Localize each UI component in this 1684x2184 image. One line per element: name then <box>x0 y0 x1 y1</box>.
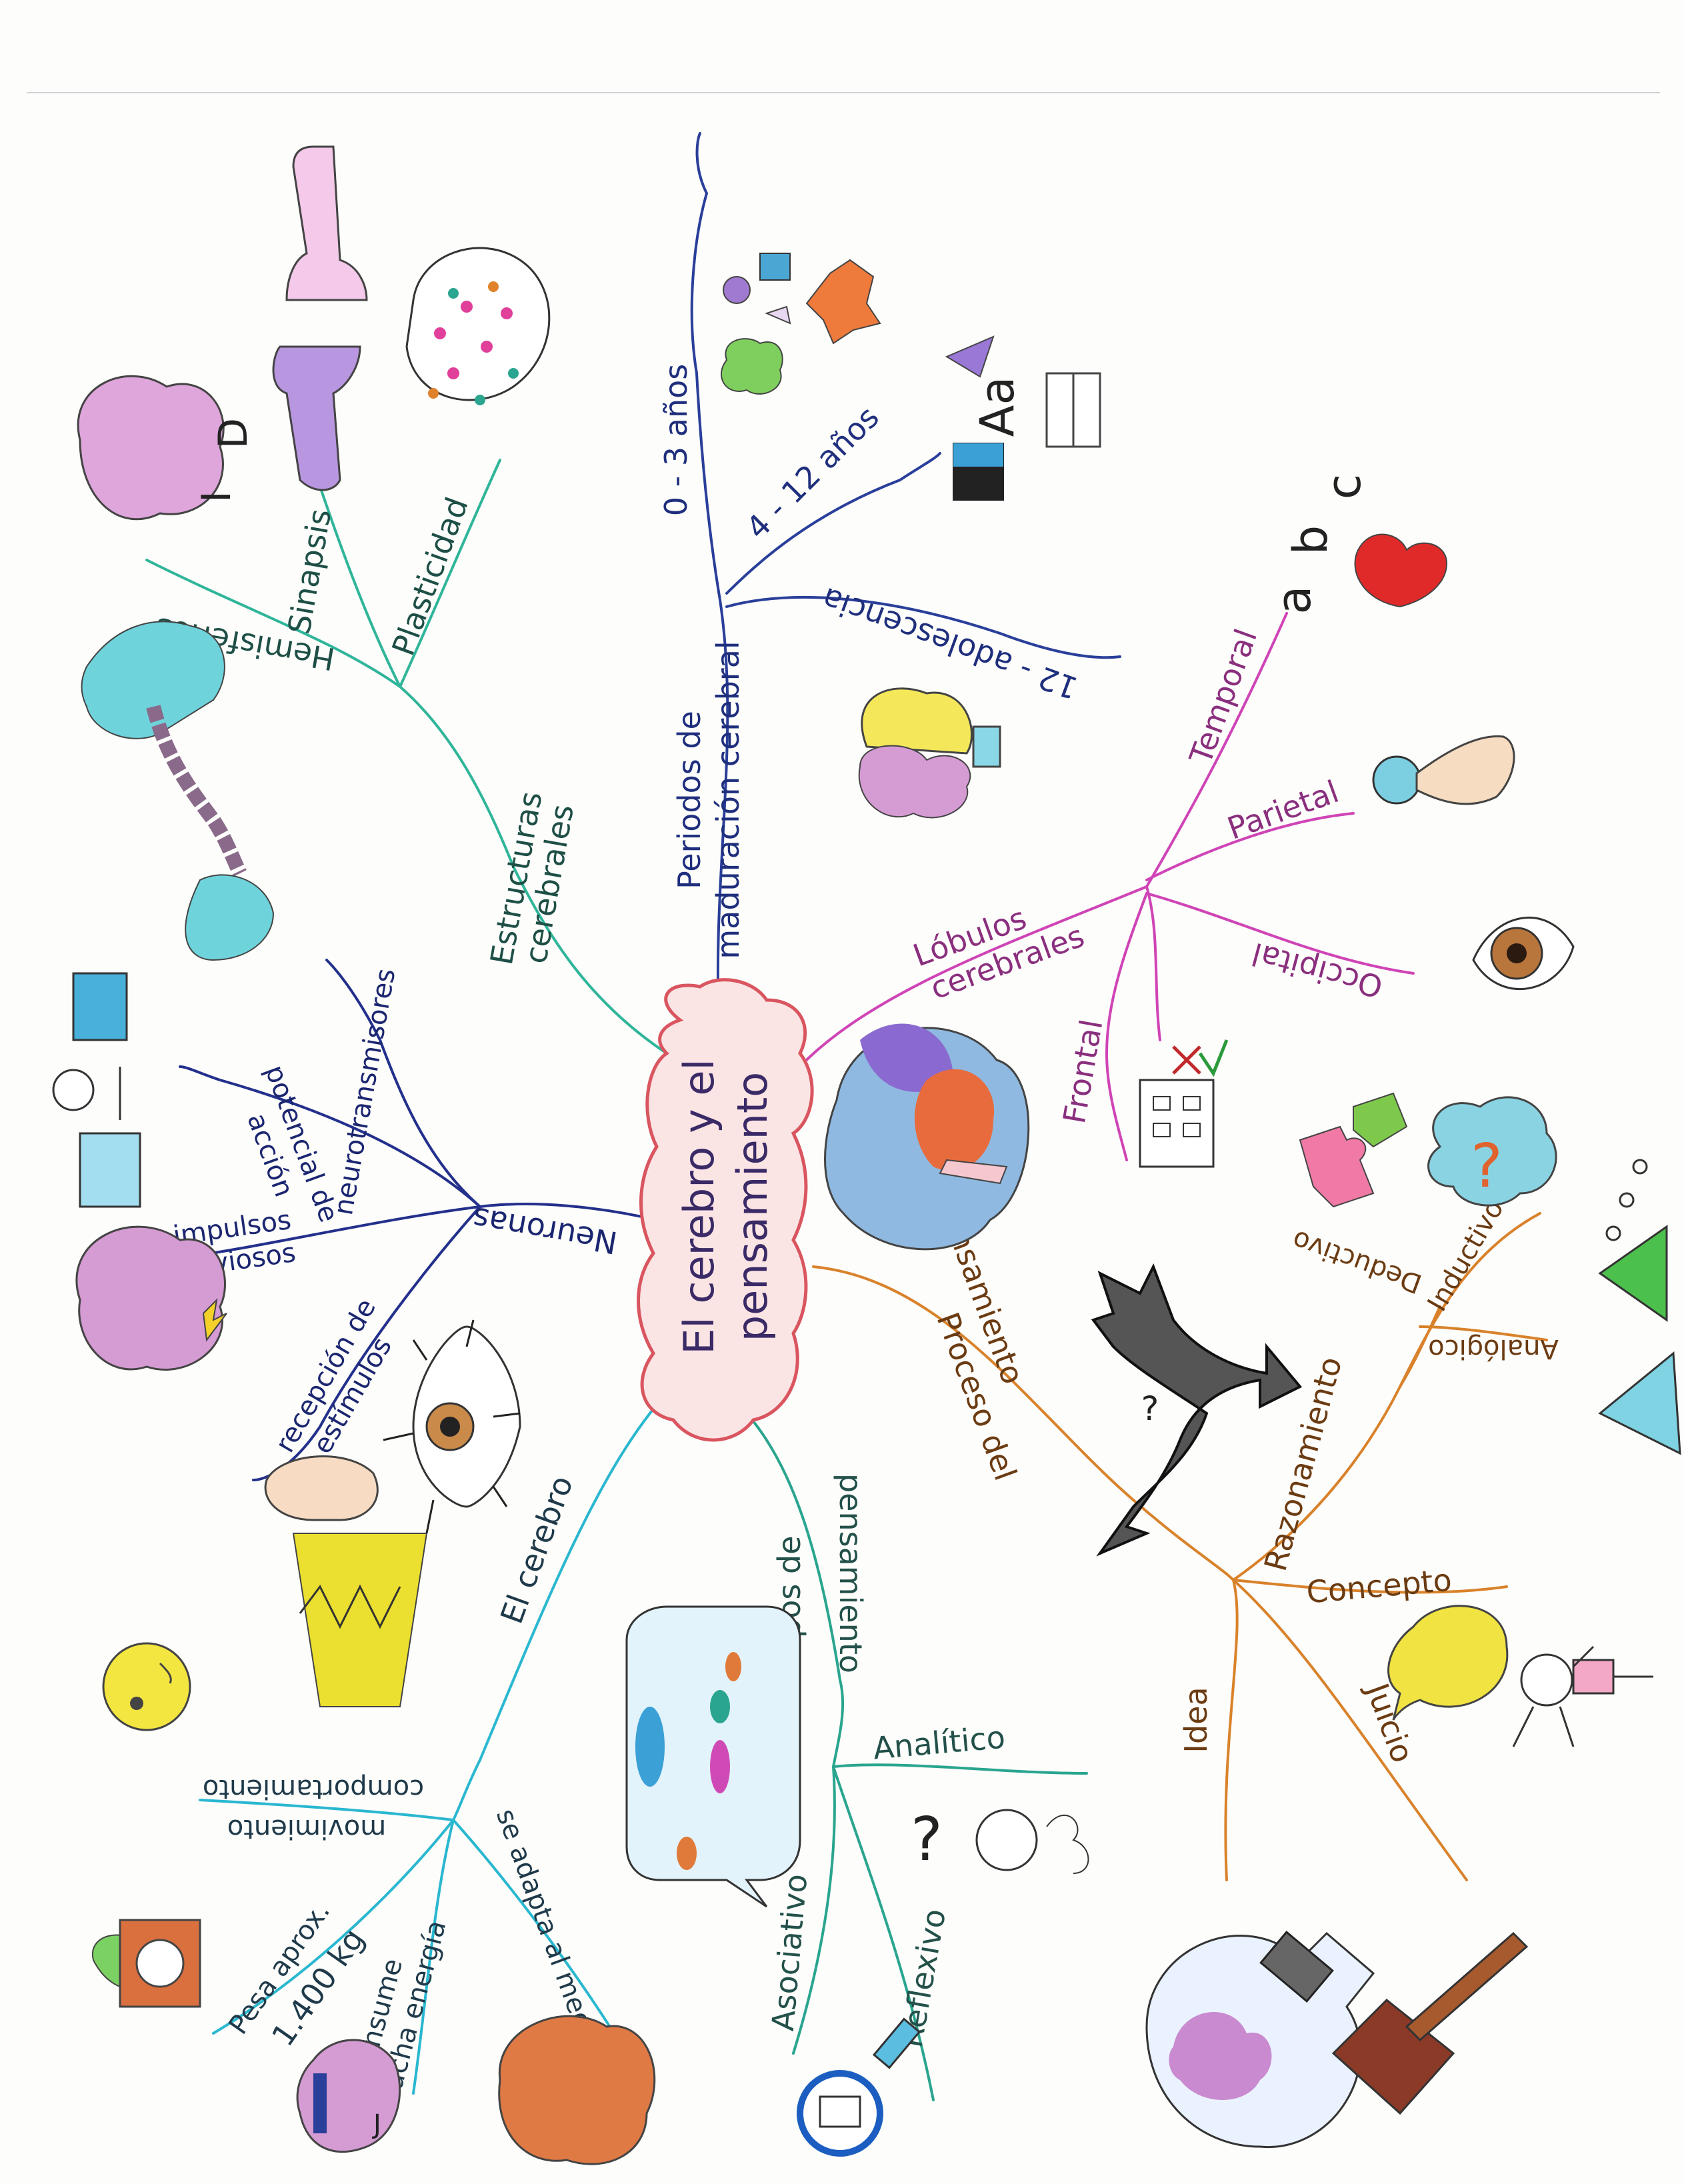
process-branch-lines <box>812 1212 1548 1881</box>
maturation-sub-0-3: 0 - 3 años <box>658 364 694 516</box>
abc-letter-c: c <box>1317 474 1371 500</box>
page-top-line <box>27 92 1660 93</box>
neurons-neurotransmisores: neurotransmisores <box>328 966 401 1217</box>
synapse-icon <box>272 145 368 491</box>
hemispheres-brain-icon: I D <box>77 375 257 521</box>
letters-aa-text: Aa <box>970 377 1025 437</box>
brain-branch-lines <box>199 1392 668 2095</box>
thinking-face-icon: ? <box>911 1805 1089 1875</box>
scale-icon <box>91 1919 201 2008</box>
forked-arrow-icon: ? <box>1091 1263 1303 1557</box>
brain-movimiento: movimiento <box>227 1813 386 1844</box>
hemisphere-letter-i: I <box>193 491 240 503</box>
maturation-title-line2: maduración cerebral <box>710 641 746 959</box>
eye-occipital-icon <box>1472 916 1575 991</box>
book-icon <box>1045 372 1101 448</box>
process-idea: Idea <box>1178 1687 1214 1753</box>
maturation-branch-lines <box>690 132 1121 1015</box>
process-concepto: Concepto <box>1305 1562 1453 1611</box>
smiley-face-icon <box>102 1642 191 1731</box>
brain-bolt-icon <box>75 1225 227 1371</box>
types-branch-lines <box>745 1412 1088 2101</box>
process-deductivo: Deductivo <box>1288 1224 1426 1299</box>
forked-arrow-question: ? <box>1141 1389 1159 1428</box>
shapes-doodle-icon <box>720 253 881 395</box>
process-analogico: Analógico <box>1428 1333 1559 1364</box>
brain-comportamiento: comportamiento <box>203 1773 424 1804</box>
abc-letter-a: a <box>1267 586 1321 615</box>
lightbulb-icon <box>1145 1930 1375 2148</box>
thinking-question: ? <box>911 1805 943 1875</box>
types-title-line2: pensamiento <box>833 1473 869 1673</box>
central-title-line1: El cerebro y el <box>675 1059 723 1355</box>
central-topic: El cerebro y el pensamiento <box>637 978 814 1442</box>
energy-battery-icon: J <box>296 2039 401 2153</box>
lobe-frontal: Frontal <box>1056 1017 1109 1126</box>
central-title-line2: pensamiento <box>728 1072 777 1341</box>
abc-letter-b: b <box>1283 525 1338 555</box>
lobe-parietal: Parietal <box>1223 773 1343 847</box>
maturation-sub-12-adol: 12 - adolescencia <box>817 581 1082 707</box>
math-lightbulb-icon <box>858 687 1001 819</box>
maturation-title-line1: Periodos de <box>671 711 707 889</box>
mindmap-bubble-icon <box>625 1605 801 1908</box>
sound-wave-icon <box>264 1455 428 1707</box>
lobes-brain-icon <box>824 1023 1030 1251</box>
process-inductivo: Inductivo <box>1422 1195 1510 1317</box>
lobes-branch-lines <box>792 612 1415 1161</box>
check-x-icon <box>1172 1039 1229 1077</box>
letters-aa-icon: Aa <box>970 377 1025 437</box>
lobe-temporal: Temporal <box>1182 624 1264 769</box>
triangle-purple-icon <box>945 335 995 378</box>
question-cloud-icon: ? <box>1427 1096 1557 1207</box>
gavel-icon <box>1331 1931 1529 2115</box>
stick-figure-icon <box>1512 1645 1653 1747</box>
energy-figure-mark: J <box>371 2109 381 2140</box>
blue-black-block-icon <box>953 443 1004 501</box>
potential-diagram-icon <box>52 972 141 1208</box>
dots-icon <box>1605 1159 1648 1241</box>
speech-bubble-icon <box>1387 1605 1509 1721</box>
type-analitico: Analítico <box>871 1719 1007 1767</box>
structures-branch-lines <box>145 459 668 1055</box>
puzzle-icon <box>1299 1092 1408 1208</box>
adapt-brain-icon <box>498 2015 656 2165</box>
blue-triangle-icon <box>1598 1351 1681 1455</box>
neuron-icon <box>81 621 275 961</box>
brain-title: El cerebro <box>493 1471 580 1629</box>
finger-button-icon <box>1372 735 1515 805</box>
abc-letters-icon: a b c <box>1267 474 1371 615</box>
heart-icon <box>1354 533 1448 608</box>
structures-sinapsis: Sinapsis <box>281 506 338 637</box>
green-triangle-icon <box>1598 1225 1668 1322</box>
hemisphere-letter-d: D <box>210 418 257 449</box>
structures-plasticidad: Plasticidad <box>385 493 475 661</box>
question-mark-orange: ? <box>1471 1131 1503 1201</box>
plasticity-network-icon <box>405 247 551 405</box>
lobe-occipital: Occipital <box>1248 935 1387 1005</box>
eye-stimuli-icon <box>383 1319 521 1534</box>
calendar-icon <box>1139 1079 1215 1168</box>
magnifier-icon <box>797 2017 921 2157</box>
central-cloud <box>637 978 814 1442</box>
